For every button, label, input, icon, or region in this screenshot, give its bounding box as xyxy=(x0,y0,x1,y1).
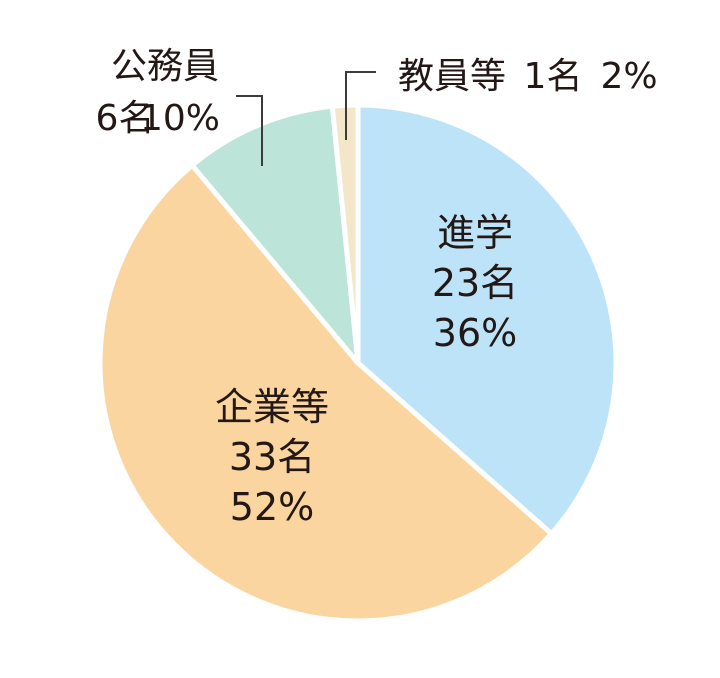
pie-slice-kigyo xyxy=(97,162,554,624)
label-kyoin-count: 1名 xyxy=(524,56,583,97)
label-kyoin: 教員等 1名 2% xyxy=(345,56,658,140)
label-shingaku-name: 進学 xyxy=(437,211,513,255)
label-kyoin-percent: 2% xyxy=(600,56,657,97)
label-shingaku-count: 23名 xyxy=(432,261,518,305)
label-komuin: 公務員 6名 10% xyxy=(96,46,263,166)
label-kigyo-name: 企業等 xyxy=(215,385,329,429)
pie-slice-komuin xyxy=(189,103,361,366)
leader-line-komuin xyxy=(236,95,263,166)
label-kyoin-name: 教員等 xyxy=(398,56,506,97)
label-komuin-count: 6名 xyxy=(96,98,155,139)
label-komuin-percent: 10% xyxy=(140,98,220,139)
label-kigyo-percent: 52% xyxy=(230,485,314,529)
pie-slices xyxy=(97,102,619,624)
leader-line-kyoin xyxy=(345,71,376,140)
pie-slice-shingaku xyxy=(355,102,619,537)
label-kigyo: 企業等 33名 52% xyxy=(215,385,329,529)
label-shingaku: 進学 23名 36% xyxy=(432,211,518,355)
label-komuin-name: 公務員 xyxy=(111,46,219,87)
label-shingaku-percent: 36% xyxy=(433,311,517,355)
label-kigyo-count: 33名 xyxy=(229,435,315,479)
